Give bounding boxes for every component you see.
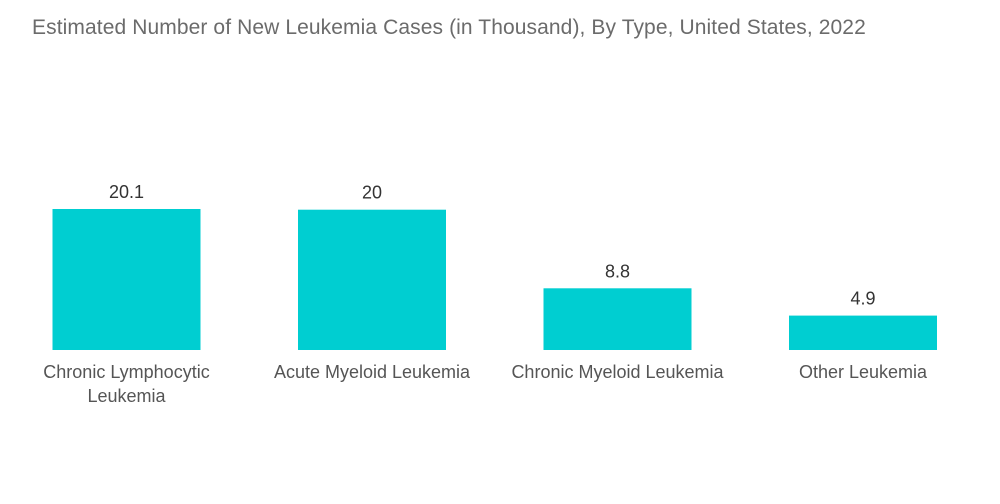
category-label-3: Other Leukemia xyxy=(799,362,928,382)
bar-2 xyxy=(543,288,692,350)
category-label-2: Chronic Myeloid Leukemia xyxy=(511,362,724,382)
bar-3 xyxy=(789,315,937,350)
chart-title: Estimated Number of New Leukemia Cases (… xyxy=(32,16,866,39)
value-label-3: 4.9 xyxy=(850,289,875,309)
bars-group xyxy=(52,209,937,350)
bar-1 xyxy=(298,209,446,350)
value-labels-group: 20.1 20 8.8 4.9 xyxy=(109,182,876,309)
value-label-2: 8.8 xyxy=(605,261,630,281)
category-label-line: Chronic Myeloid Leukemia xyxy=(511,362,724,382)
category-labels-group: Chronic Lymphocytic Leukemia Acute Myeloid… xyxy=(43,362,928,406)
value-label-1: 20 xyxy=(362,183,382,203)
category-label-line: Other Leukemia xyxy=(799,362,928,382)
category-label-line: Acute Myeloid Leukemia xyxy=(274,362,471,382)
category-label-line: Chronic Lymphocytic xyxy=(43,362,209,382)
bar-0 xyxy=(52,209,201,350)
value-label-0: 20.1 xyxy=(109,182,144,202)
category-label-1: Acute Myeloid Leukemia xyxy=(274,362,471,382)
category-label-line: Leukemia xyxy=(87,386,166,406)
category-label-0: Chronic Lymphocytic Leukemia xyxy=(43,362,209,406)
